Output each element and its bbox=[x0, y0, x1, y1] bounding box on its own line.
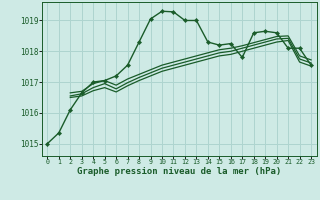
X-axis label: Graphe pression niveau de la mer (hPa): Graphe pression niveau de la mer (hPa) bbox=[77, 167, 281, 176]
